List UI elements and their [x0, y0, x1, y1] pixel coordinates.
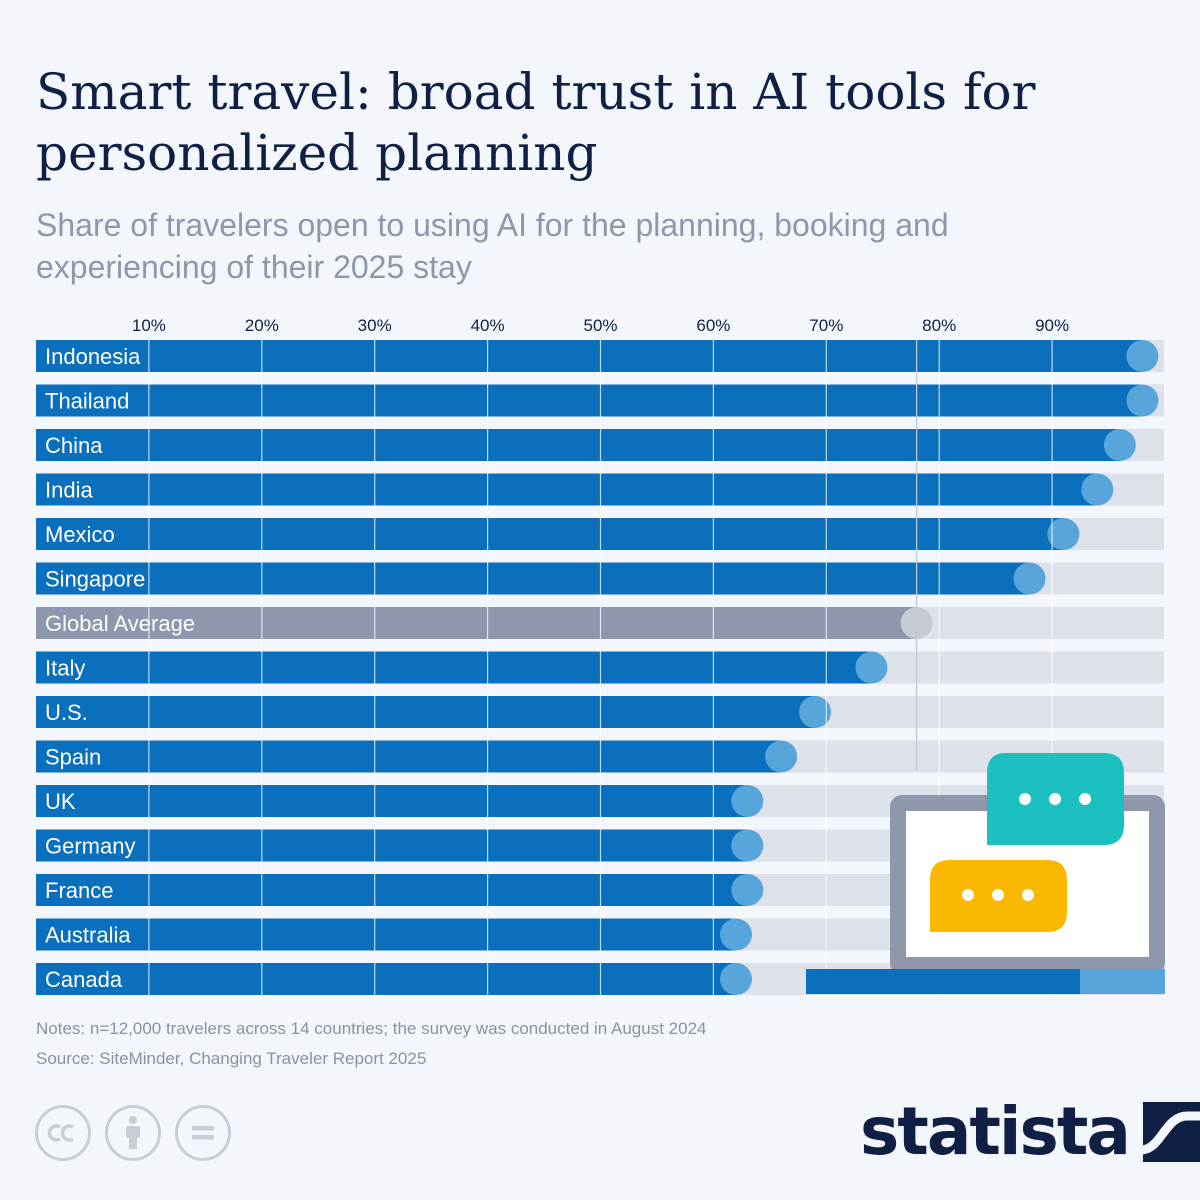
x-tick-label: 70%	[809, 316, 843, 335]
bar	[36, 562, 1030, 595]
bar-end-marker	[719, 963, 752, 995]
bar-end-marker	[731, 785, 764, 817]
bar-label: Canada	[45, 967, 123, 992]
no-derivatives-icon[interactable]	[175, 1105, 231, 1161]
chart-notes: Notes: n=12,000 travelers across 14 coun…	[36, 1014, 706, 1074]
laptop-chat-icon	[806, 753, 1165, 994]
bar	[36, 429, 1120, 461]
brand-name: statista	[860, 1093, 1131, 1170]
bar-end-marker	[1013, 562, 1046, 595]
bar	[36, 963, 736, 995]
bar-row: Singapore	[36, 562, 1164, 595]
bar	[36, 607, 917, 639]
bar-label: Mexico	[45, 522, 115, 547]
bar-label: U.S.	[45, 700, 88, 725]
bar	[36, 874, 748, 906]
bar-label: France	[45, 878, 113, 903]
bar-label: Thailand	[45, 389, 129, 414]
dot	[1079, 793, 1091, 805]
bar	[36, 518, 1064, 550]
bar	[36, 918, 736, 951]
bar	[36, 384, 1143, 417]
x-tick-label: 10%	[132, 316, 166, 335]
x-tick-label: 60%	[696, 316, 730, 335]
bar-label: Spain	[45, 745, 101, 770]
bar	[36, 473, 1098, 506]
bar-label: Australia	[45, 923, 131, 948]
bar-end-marker	[765, 740, 798, 773]
bar-label: UK	[45, 789, 76, 814]
chart-title: Smart travel: broad trust in AI tools fo…	[36, 63, 1036, 182]
bar-end-marker	[1103, 429, 1136, 461]
bar	[36, 829, 748, 862]
bar-chart: 10% 20% 30% 40% 50% 60% 70% 80% 90% Indonesia Thai…	[36, 316, 1165, 995]
x-tick-label: 80%	[922, 316, 956, 335]
bar-label: Indonesia	[45, 344, 141, 369]
bar-label: Italy	[45, 656, 85, 681]
creative-commons-icon[interactable]	[35, 1105, 91, 1161]
bar-end-marker	[1081, 473, 1114, 506]
dot	[1049, 793, 1061, 805]
bar	[36, 340, 1143, 372]
bar-end-marker	[799, 696, 832, 728]
x-tick-label: 50%	[583, 316, 617, 335]
bar-end-marker	[719, 918, 752, 951]
statista-logo[interactable]: statista	[860, 1096, 1200, 1168]
dot	[1022, 889, 1034, 901]
bar	[36, 651, 872, 684]
statista-logo-icon	[1142, 1102, 1200, 1162]
laptop-base-highlight	[1080, 969, 1165, 994]
dot	[962, 889, 974, 901]
bar-end-marker	[1126, 384, 1159, 417]
bar	[36, 785, 748, 817]
bar-label: Global Average	[45, 611, 195, 636]
bar-label: China	[45, 433, 103, 458]
license-icons	[35, 1105, 231, 1161]
bar-end-marker	[1126, 340, 1159, 372]
x-tick-label: 90%	[1035, 316, 1069, 335]
bar-end-marker	[855, 651, 888, 684]
notes-text: Notes: n=12,000 travelers across 14 coun…	[36, 1019, 707, 1038]
x-tick-label: 30%	[358, 316, 392, 335]
bar	[36, 740, 782, 773]
bar-end-marker	[731, 829, 764, 862]
bar-end-marker	[731, 874, 764, 906]
bar-label: Singapore	[45, 567, 145, 592]
bar	[36, 696, 816, 728]
bar-label: Germany	[45, 834, 135, 859]
bar-end-marker	[1047, 518, 1080, 550]
chart-subtitle: Share of travelers open to using AI for …	[36, 207, 949, 285]
source-text: Source: SiteMinder, Changing Traveler Re…	[36, 1049, 427, 1068]
attribution-icon[interactable]	[105, 1105, 161, 1161]
dot	[992, 889, 1004, 901]
x-tick-label: 20%	[245, 316, 279, 335]
dot	[1019, 793, 1031, 805]
x-tick-label: 40%	[471, 316, 505, 335]
bar-label: India	[45, 478, 93, 503]
